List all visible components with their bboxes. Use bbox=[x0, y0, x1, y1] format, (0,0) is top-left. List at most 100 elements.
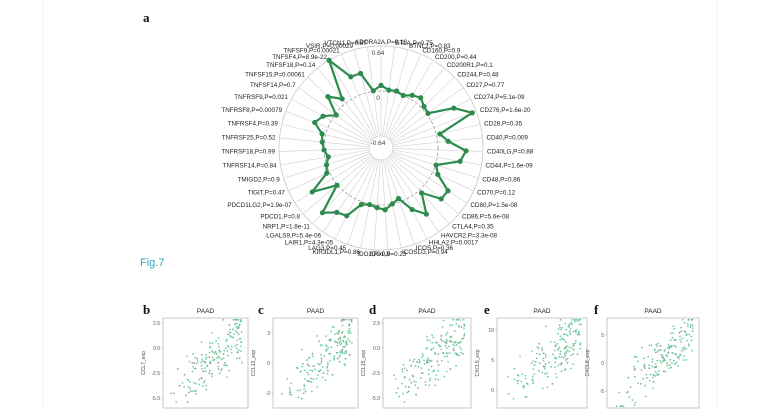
scatter-point bbox=[430, 349, 433, 351]
scatter-point bbox=[648, 379, 651, 382]
scatter-point bbox=[513, 378, 516, 381]
scatter-point bbox=[522, 386, 525, 389]
scatter-point bbox=[560, 328, 563, 331]
scatter-point bbox=[447, 360, 450, 363]
scatter-point bbox=[633, 365, 636, 368]
scatter-point bbox=[652, 380, 655, 383]
scatter-point bbox=[457, 318, 459, 321]
scatter-point bbox=[660, 361, 662, 364]
scatter-point bbox=[408, 378, 411, 381]
scatter-point bbox=[686, 323, 689, 325]
radar-point bbox=[389, 201, 395, 207]
scatter-point bbox=[333, 358, 335, 361]
scatter-point bbox=[343, 363, 346, 365]
scatter-ytick-label: 5 bbox=[601, 333, 604, 339]
radar-point bbox=[366, 201, 373, 208]
scatter-point bbox=[444, 345, 447, 347]
scatter-point bbox=[236, 357, 238, 360]
scatter-point bbox=[643, 384, 646, 387]
radar-category-label: CD276,P=1.6e-20 bbox=[480, 107, 531, 114]
scatter-point bbox=[342, 339, 345, 342]
scatter-point bbox=[426, 339, 429, 341]
scatter-point bbox=[311, 352, 314, 355]
scatter-point bbox=[208, 356, 211, 358]
scatter-point bbox=[219, 357, 221, 359]
radar-category-label: LAG3,P=0.45 bbox=[308, 245, 346, 252]
radar-category-label: VTCN1,P=0.87 bbox=[324, 40, 367, 47]
scatter-point bbox=[220, 369, 222, 372]
radar-spoke bbox=[391, 152, 474, 192]
scatter-point bbox=[650, 344, 653, 347]
scatter-point bbox=[566, 349, 569, 352]
scatter-point bbox=[237, 325, 239, 328]
scatter-point bbox=[344, 364, 347, 367]
scatter-point bbox=[544, 367, 546, 370]
scatter-title: PAAD bbox=[418, 308, 436, 315]
scatter-point bbox=[564, 346, 567, 349]
scatter-point bbox=[348, 340, 351, 343]
scatter-point bbox=[541, 349, 543, 352]
scatter-point bbox=[311, 369, 314, 372]
scatter-point bbox=[339, 351, 341, 354]
scatter-point bbox=[563, 352, 566, 355]
scatter-point bbox=[679, 335, 681, 338]
scatter-point bbox=[559, 350, 562, 353]
radar-category-label: KIR3DL1,P=0.86 bbox=[312, 249, 360, 256]
scatter-point bbox=[455, 322, 458, 325]
scatter-point bbox=[348, 354, 351, 356]
scatter-point bbox=[507, 392, 510, 395]
scatter-point bbox=[239, 318, 242, 321]
scatter-point bbox=[310, 381, 313, 384]
scatter-point bbox=[427, 361, 430, 364]
scatter-point bbox=[448, 340, 451, 343]
scatter-point bbox=[575, 331, 577, 333]
scatter-point bbox=[436, 341, 439, 344]
scatter-point bbox=[576, 333, 579, 336]
scatter-point bbox=[655, 343, 658, 346]
scatter-point bbox=[656, 359, 659, 362]
scatter-point bbox=[420, 377, 422, 379]
scatter-point bbox=[301, 365, 304, 368]
scatter-point bbox=[448, 345, 450, 348]
scatter-point bbox=[668, 367, 671, 370]
scatter-point bbox=[408, 386, 410, 388]
scatter-point bbox=[651, 360, 654, 363]
radar-spoke bbox=[388, 156, 450, 224]
scatter-point bbox=[628, 396, 631, 399]
scatter-point bbox=[627, 376, 630, 379]
scatter-point bbox=[183, 385, 185, 388]
scatter-point bbox=[414, 365, 417, 368]
scatter-point bbox=[690, 339, 693, 342]
scatter-point bbox=[566, 334, 569, 337]
radar-spoke bbox=[392, 111, 477, 144]
radar-category-label: CD40LG,P=0.88 bbox=[487, 149, 534, 156]
scatter-point bbox=[562, 356, 565, 359]
scatter-point bbox=[237, 333, 240, 336]
radar-point bbox=[323, 162, 330, 168]
radar-category-label: BTNL2,P=0.83 bbox=[409, 43, 451, 50]
scatter-point bbox=[237, 349, 240, 352]
scatter-plot-area bbox=[496, 317, 588, 409]
scatter-point bbox=[675, 361, 678, 364]
scatter-point bbox=[225, 376, 228, 379]
scatter-point bbox=[463, 334, 466, 337]
panel-label-f: f bbox=[594, 302, 599, 317]
radar-category-label: ICOSLG,P=0.94 bbox=[402, 249, 448, 256]
scatter-point bbox=[524, 377, 527, 380]
scatter-point bbox=[533, 364, 536, 366]
scatter-point bbox=[631, 399, 634, 401]
scatter-point bbox=[306, 371, 309, 374]
scatter-point bbox=[573, 348, 575, 351]
scatter-point bbox=[193, 362, 196, 364]
radar-category-label: CD48,P=0.86 bbox=[482, 176, 520, 183]
scatter-point bbox=[228, 323, 231, 326]
scatter-point bbox=[535, 357, 538, 360]
scatter-point bbox=[432, 336, 435, 339]
scatter-point bbox=[654, 351, 657, 354]
scatter-point bbox=[428, 384, 431, 387]
scatter-point bbox=[658, 370, 660, 372]
scatter-point bbox=[652, 376, 654, 379]
scatter-point bbox=[460, 348, 462, 351]
scatter-point bbox=[654, 363, 657, 365]
scatter-point bbox=[654, 375, 657, 377]
